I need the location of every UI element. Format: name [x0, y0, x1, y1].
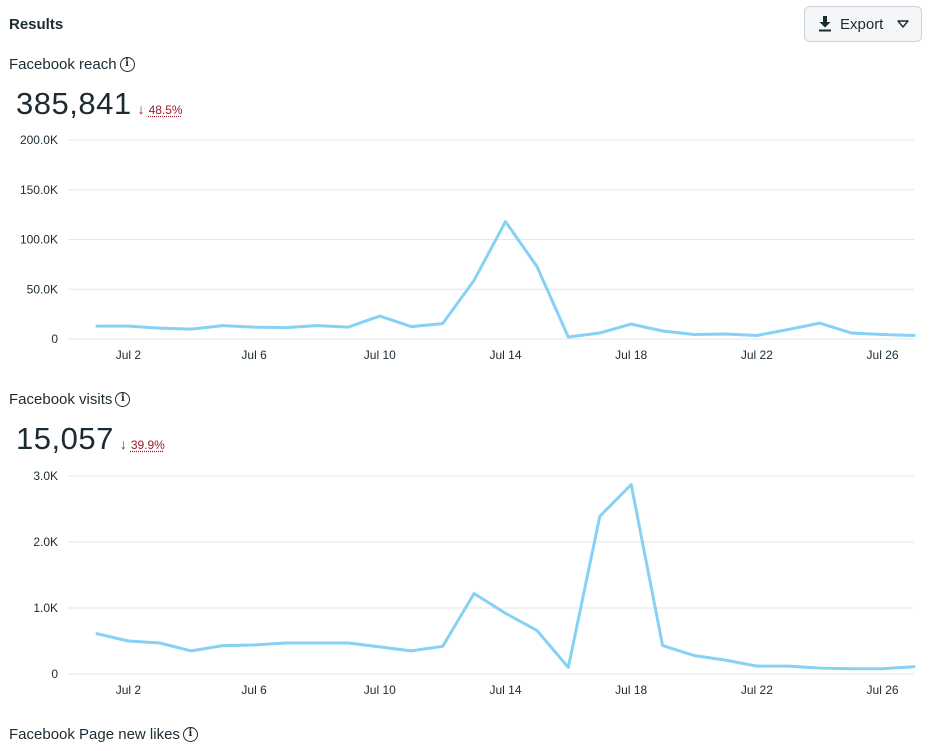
x-tick-label: Jul 14 [489, 683, 521, 697]
x-tick-label: Jul 26 [867, 683, 899, 697]
metric-value: 385,841 [16, 86, 132, 121]
arrow-down-icon: ↓ [137, 101, 145, 117]
facebook-visits-chart: 0 1.0K 2.0K 3.0K Jul 2 Jul 6 Jul 10 Jul 14 Jul 1… [33, 469, 916, 697]
download-icon [818, 16, 832, 32]
y-tick-label: 200.0K [20, 133, 58, 147]
facebook-reach-chart: 0 50.0K 100.0K 150.0K 200.0K Jul 2 Jul 6 Jul 10… [20, 133, 916, 362]
x-tick-label: Jul 10 [364, 348, 396, 362]
metric-facebook-reach: 385,841 ↓ 48.5% [16, 86, 183, 122]
section-title-label: Facebook reach [9, 56, 117, 73]
section-title-label: Facebook Page new likes [9, 726, 180, 743]
x-tick-label: Jul 2 [116, 348, 142, 362]
x-tick-label: Jul 22 [741, 348, 773, 362]
export-button[interactable]: Export [804, 6, 922, 42]
results-title: Results [9, 16, 64, 33]
section-title-facebook-reach: Facebook reach i [9, 56, 135, 73]
y-tick-label: 100.0K [20, 233, 58, 247]
series-line [95, 220, 916, 339]
x-tick-label: Jul 6 [241, 348, 267, 362]
section-title-label: Facebook visits [9, 391, 113, 408]
x-tick-label: Jul 2 [116, 683, 142, 697]
y-tick-label: 0 [51, 332, 58, 346]
x-tick-label: Jul 6 [241, 683, 267, 697]
y-tick-label: 50.0K [27, 282, 58, 296]
series-line [95, 483, 916, 671]
metric-change: 48.5% [148, 103, 183, 117]
metric-facebook-visits: 15,057 ↓ 39.9% [16, 421, 165, 457]
export-label: Export [840, 15, 884, 33]
y-tick-label: 2.0K [33, 535, 58, 549]
section-title-facebook-visits: Facebook visits i [9, 391, 131, 408]
x-tick-label: Jul 22 [741, 683, 773, 697]
info-icon[interactable]: i [119, 57, 135, 72]
metric-change: 39.9% [130, 438, 165, 452]
y-tick-label: 0 [51, 667, 58, 681]
metric-value: 15,057 [16, 421, 114, 456]
info-icon[interactable]: i [115, 392, 131, 407]
y-tick-label: 3.0K [33, 469, 58, 483]
info-icon[interactable]: i [182, 727, 198, 742]
triangle-down-icon [897, 20, 910, 28]
x-tick-label: Jul 18 [615, 683, 647, 697]
x-tick-label: Jul 26 [867, 348, 899, 362]
x-tick-label: Jul 10 [364, 683, 396, 697]
metric-change-badge[interactable]: ↓ 48.5% [138, 101, 183, 119]
y-tick-label: 1.0K [33, 601, 58, 615]
y-tick-label: 150.0K [20, 183, 58, 197]
x-tick-label: Jul 14 [489, 348, 521, 362]
arrow-down-icon: ↓ [119, 436, 127, 452]
section-title-facebook-page-new-likes: Facebook Page new likes i [9, 726, 198, 743]
metric-change-badge[interactable]: ↓ 39.9% [120, 436, 165, 454]
x-tick-label: Jul 18 [615, 348, 647, 362]
